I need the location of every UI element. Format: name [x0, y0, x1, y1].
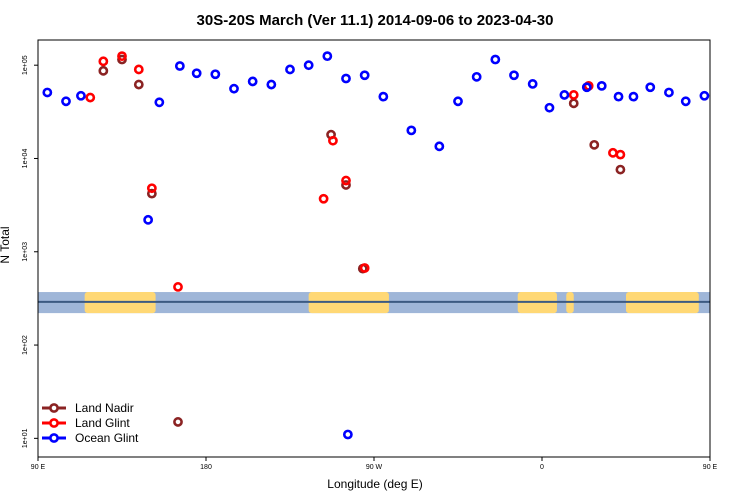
ocean-glint-point [341, 73, 351, 84]
x-tick-label: 0 [540, 464, 544, 471]
land-glint-point [341, 175, 351, 186]
ocean-glint-point [285, 64, 295, 75]
axis-ticks: 90 E 180 90 W 0 90 E 1e+01 1e+02 1e+03 1e+04 1e+0… [22, 55, 718, 471]
chart-title: 30S-20S March (Ver 11.1) 2014-09-06 to 2… [197, 12, 554, 29]
land-glint-point [146, 183, 157, 194]
ocean-glint-point [42, 87, 53, 98]
y-tick-label: 1e+01 [22, 428, 29, 448]
ocean-glint-point [76, 90, 86, 101]
land-glint-point [608, 147, 618, 158]
ocean-glint-point [61, 96, 71, 107]
ocean-glint-point [342, 429, 353, 440]
ocean-glint-point [378, 91, 389, 102]
land-nadir-point [615, 164, 626, 175]
ocean-glint-point [613, 91, 624, 102]
land-nadir-point [146, 188, 157, 199]
ocean-glint-point [247, 76, 258, 87]
legend-swatch-marker [49, 433, 59, 443]
plot-frame [37, 39, 711, 458]
ocean-land-band [38, 292, 710, 314]
land-nadir-point [341, 180, 351, 190]
ocean-glint-point [559, 90, 570, 100]
ocean-glint-point [406, 125, 417, 136]
ocean-glint-point [174, 61, 185, 71]
ocean-glint-point [544, 102, 555, 113]
x-tick-label: 180 [200, 464, 212, 471]
ocean-glint-point [680, 96, 691, 107]
ocean-glint-point [359, 70, 370, 81]
ocean-glint-point [596, 80, 607, 91]
y-tick-label: 1e+02 [22, 335, 29, 355]
land-glint-point [568, 90, 579, 100]
ocean-glint-point [229, 83, 239, 94]
x-tick-label: 90 E [31, 464, 46, 471]
land-glint-point [98, 56, 109, 67]
ocean-glint-point [490, 54, 501, 65]
ocean-glint-point [581, 82, 592, 93]
land-nadir-point [133, 79, 144, 90]
land-glint-point [359, 263, 370, 273]
land-glint-point [318, 193, 329, 204]
land-glint-point [328, 135, 338, 146]
land-nadir-point [589, 139, 600, 150]
y-axis-label: N Total [0, 226, 12, 263]
ocean-glint-point [154, 97, 165, 108]
y-tick-label: 1e+05 [22, 55, 29, 75]
ocean-glint-point [645, 82, 656, 93]
x-tick-label: 90 W [366, 464, 383, 471]
land-nadir-point [568, 98, 579, 109]
ocean-glint-point [471, 71, 482, 82]
land-glint-point [173, 282, 183, 292]
ocean-glint-point [509, 70, 519, 81]
ocean-glint-point [434, 141, 445, 152]
x-tick-label: 90 E [703, 464, 718, 471]
legend-label: Land Nadir [75, 401, 134, 415]
ocean-glint-point [453, 96, 463, 107]
land-glint-point [615, 149, 626, 160]
ocean-glint-point [664, 87, 674, 98]
ocean-glint-point [628, 91, 639, 102]
legend-swatch-marker [49, 403, 59, 413]
ocean-glint-point [699, 90, 710, 101]
land-glint-point [133, 64, 144, 75]
legend-label: Land Glint [75, 416, 130, 430]
land-nadir-point [98, 65, 109, 76]
land-glint-point [117, 51, 127, 62]
ocean-glint-point [266, 79, 277, 90]
x-axis-label: Longitude (deg E) [327, 477, 422, 491]
ocean-glint-point [527, 79, 538, 89]
land-glint-point [85, 92, 96, 103]
ocean-glint-point [143, 214, 154, 225]
y-tick-label: 1e+04 [22, 149, 29, 169]
land-nadir-point [117, 54, 127, 65]
data-markers [42, 51, 710, 440]
y-tick-label: 1e+03 [22, 242, 29, 262]
ocean-glint-point [322, 51, 333, 62]
ocean-glint-point [210, 69, 221, 80]
legend-label: Ocean Glint [75, 431, 139, 445]
land-nadir-point [173, 417, 183, 427]
ocean-glint-point [303, 60, 314, 71]
legend-swatch-marker [49, 418, 59, 428]
ocean-glint-point [191, 68, 202, 79]
